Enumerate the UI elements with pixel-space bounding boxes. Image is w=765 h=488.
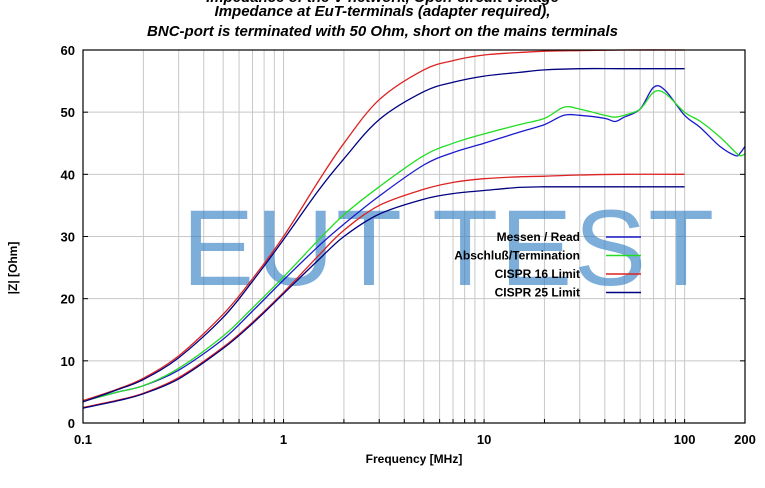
series-cispr-25-limit (82, 67, 685, 403)
y-tick-label: 60 (61, 43, 75, 58)
series-cispr-16-limit (82, 49, 685, 402)
chart-title-line-2: Impedance at EuT-terminals (adapter requ… (214, 3, 551, 20)
x-axis-title: Frequency [MHz] (366, 452, 463, 466)
series-abschlu-termination (82, 90, 746, 402)
legend-label: CISPR 16 Limit (495, 267, 580, 281)
series-messen-read (82, 85, 746, 402)
legend: Messen / Read Abschluß/Termination CISPR 1… (454, 230, 641, 300)
axis-ticks: 0 10 20 30 40 50 60 0.1 1 10 100 200 (61, 43, 756, 447)
x-tick-label: 1 (280, 432, 287, 447)
y-tick-label: 40 (61, 167, 75, 182)
y-tick-label: 20 (61, 292, 75, 307)
y-tick-label: 30 (61, 230, 75, 245)
chart-title-line-1: Impedance of the V-network, Open-circuit… (0, 0, 765, 6)
grid-lines (83, 50, 745, 423)
chart-title-line-3: BNC-port is terminated with 50 Ohm, shor… (147, 23, 618, 40)
series-cispr-16-limit-lower (82, 173, 685, 409)
x-tick-label: 200 (734, 432, 756, 447)
y-tick-label: 50 (61, 105, 75, 120)
y-axis-title: |Z| [Ohm] (6, 242, 20, 295)
series-cispr-25-limit-lower (82, 186, 685, 409)
legend-label: CISPR 25 Limit (495, 286, 580, 300)
y-tick-label: 10 (61, 354, 75, 369)
x-tick-label: 0.1 (74, 432, 92, 447)
legend-label: Abschluß/Termination (454, 249, 580, 263)
y-tick-label: 0 (68, 416, 75, 431)
data-series (82, 49, 746, 409)
watermark-text: EUT TEST (182, 187, 716, 308)
legend-label: Messen / Read (497, 230, 580, 244)
x-tick-label: 10 (477, 432, 491, 447)
x-tick-label: 100 (674, 432, 696, 447)
